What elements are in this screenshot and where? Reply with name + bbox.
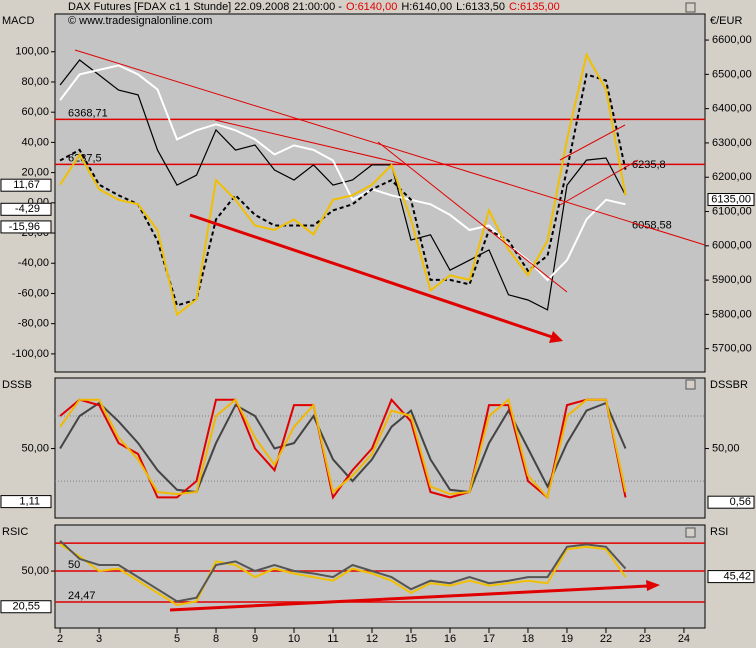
panel-title: MACD [2, 15, 34, 27]
x-tick-label: 18 [522, 633, 534, 645]
last-value-label: 11,67 [13, 179, 40, 191]
trend-line [559, 124, 626, 161]
last-value-label: -4,29 [15, 203, 40, 215]
close: C:6135,00 [509, 1, 560, 13]
last-value-label: -15,96 [9, 221, 40, 233]
plot-area [54, 13, 706, 373]
instrument: DAX Futures [FDAX c1 1 Stunde] 22.09.200… [68, 1, 342, 13]
y-tick-label: -60,00 [18, 287, 49, 299]
x-tick-label: 23 [639, 633, 651, 645]
y-tick-label: 5700,00 [712, 343, 752, 355]
x-tick-label: 12 [366, 633, 378, 645]
series-line [59, 543, 627, 607]
trend-line [559, 159, 639, 206]
x-tick-label: 9 [252, 633, 258, 645]
y-tick-label: 5900,00 [712, 274, 752, 286]
arrow-head [549, 331, 563, 343]
last-value-box [0, 495, 52, 509]
y-tick-label: 6400,00 [712, 103, 752, 115]
series-line [59, 540, 627, 603]
panel-button[interactable] [685, 2, 696, 13]
y-tick-label: 100,00 [15, 46, 49, 58]
last-value-label: 20,55 [12, 601, 40, 613]
series-line [59, 52, 627, 317]
y-tick-label: 20,00 [21, 167, 49, 179]
y-tick-label: -40,00 [18, 257, 49, 269]
panel-button[interactable] [685, 379, 696, 390]
series-line [59, 401, 627, 494]
panel-right-title: DSSBR [710, 379, 748, 391]
x-tick-label: 10 [288, 633, 300, 645]
last-value-label: 6135,00 [711, 193, 751, 205]
last-value-box [0, 202, 52, 216]
annotation: 6235,8 [632, 159, 666, 171]
open: O:6140,00 [346, 1, 397, 13]
x-tick-label: 2 [57, 633, 63, 645]
panel-right-title: €/EUR [710, 15, 742, 27]
last-value-box [707, 570, 755, 584]
panel-button[interactable] [685, 527, 696, 538]
x-tick-label: 11 [327, 633, 338, 645]
y-tick-label: 6200,00 [712, 171, 752, 183]
x-tick-label: 22 [600, 633, 612, 645]
y-tick-label: 6100,00 [712, 205, 752, 217]
panel-right-title: RSI [710, 526, 728, 538]
y-tick-label: 60,00 [21, 106, 49, 118]
level-label: 24,47 [68, 590, 96, 602]
trend-line [214, 119, 409, 166]
last-value-box [0, 600, 52, 614]
y-tick-label: 50,00 [21, 442, 49, 454]
last-value-box [0, 220, 52, 234]
x-tick-label: 15 [405, 633, 417, 645]
trend-line [74, 49, 706, 246]
series-line [59, 59, 627, 311]
level-label: 50 [68, 559, 80, 571]
x-tick-label: 24 [678, 633, 690, 645]
trend-line [377, 141, 568, 293]
x-tick-label: 5 [174, 633, 180, 645]
header: DAX Futures [FDAX c1 1 Stunde] 22.09.200… [68, 1, 560, 13]
arrow-head [646, 580, 660, 591]
arrow [169, 584, 649, 612]
high: H:6140,00 [401, 1, 452, 13]
y-tick-label: 6300,00 [712, 137, 752, 149]
low: L:6133,50 [456, 1, 505, 13]
y-tick-label: 50,00 [712, 442, 740, 454]
panel-title: DSSB [2, 379, 32, 391]
y-tick-label: 5800,00 [712, 308, 752, 320]
x-tick-label: 17 [483, 633, 495, 645]
y-tick-label: 6500,00 [712, 68, 752, 80]
last-value-box [0, 178, 52, 192]
last-value-label: 1,11 [19, 496, 40, 508]
y-tick-label: 6600,00 [712, 34, 752, 46]
last-value-box [707, 193, 755, 207]
x-tick-label: 8 [213, 633, 219, 645]
level-label: 6368,71 [68, 107, 108, 119]
y-tick-label: 6000,00 [712, 240, 752, 252]
panel-title: RSIC [2, 526, 28, 538]
last-value-box [707, 495, 755, 509]
x-tick-label: 3 [96, 633, 102, 645]
series-line [59, 397, 627, 500]
arrow [189, 213, 553, 339]
plots: MACD €/EUR100,0080,0060,0040,0020,000,00-… [0, 13, 755, 645]
annotation: 6058,58 [632, 220, 672, 232]
x-tick-label: 16 [444, 633, 456, 645]
y-tick-label: 80,00 [21, 76, 49, 88]
y-tick-label: -80,00 [18, 318, 49, 330]
last-value-label: 0,56 [730, 496, 751, 508]
y-tick-label: 50,00 [21, 565, 49, 577]
y-tick-label: -100,00 [12, 348, 49, 360]
decorations [74, 2, 706, 612]
x-tick-label: 19 [561, 633, 573, 645]
copyright: © www.tradesignalonline.com [68, 15, 212, 27]
last-value-label: 45,42 [723, 571, 751, 583]
plot-area [54, 377, 706, 519]
y-tick-label: 40,00 [21, 136, 49, 148]
